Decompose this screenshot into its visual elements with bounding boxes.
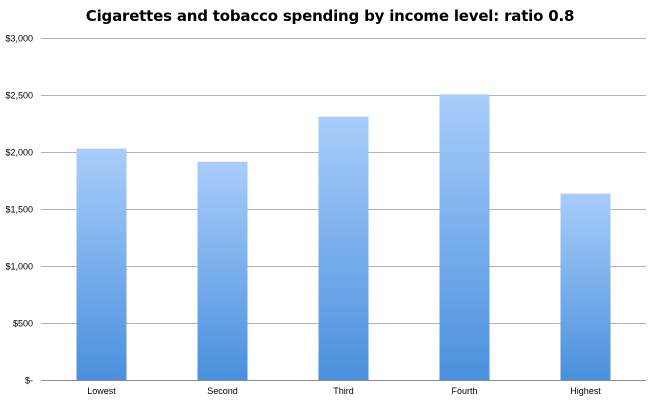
y-tick-label: $2,000 <box>5 148 33 158</box>
bars <box>76 94 611 381</box>
y-tick-label: $- <box>25 376 33 386</box>
x-tick-label: Highest <box>570 386 601 396</box>
y-tick-label: $1,500 <box>5 205 33 215</box>
y-tick-label: $500 <box>13 319 33 329</box>
bar-highest <box>560 193 611 380</box>
y-tick-label: $1,000 <box>5 262 33 272</box>
chart-title: Cigarettes and tobacco spending by incom… <box>85 7 575 25</box>
bar-second <box>197 161 248 380</box>
bar-lowest <box>76 148 127 380</box>
x-axis-tick-labels: Lowest Second Third Fourth Highest <box>87 386 601 396</box>
y-axis-tick-labels: $- $500 $1,000 $1,500 $2,000 $2,500 $3,000 <box>5 34 33 386</box>
x-tick-label: Third <box>333 386 354 396</box>
bar-fourth <box>439 94 490 381</box>
x-tick-label: Fourth <box>451 386 477 396</box>
x-tick-label: Second <box>207 386 238 396</box>
y-tick-label: $3,000 <box>5 34 33 44</box>
bar-third <box>318 116 369 380</box>
y-tick-label: $2,500 <box>5 91 33 101</box>
x-tick-label: Lowest <box>87 386 116 396</box>
